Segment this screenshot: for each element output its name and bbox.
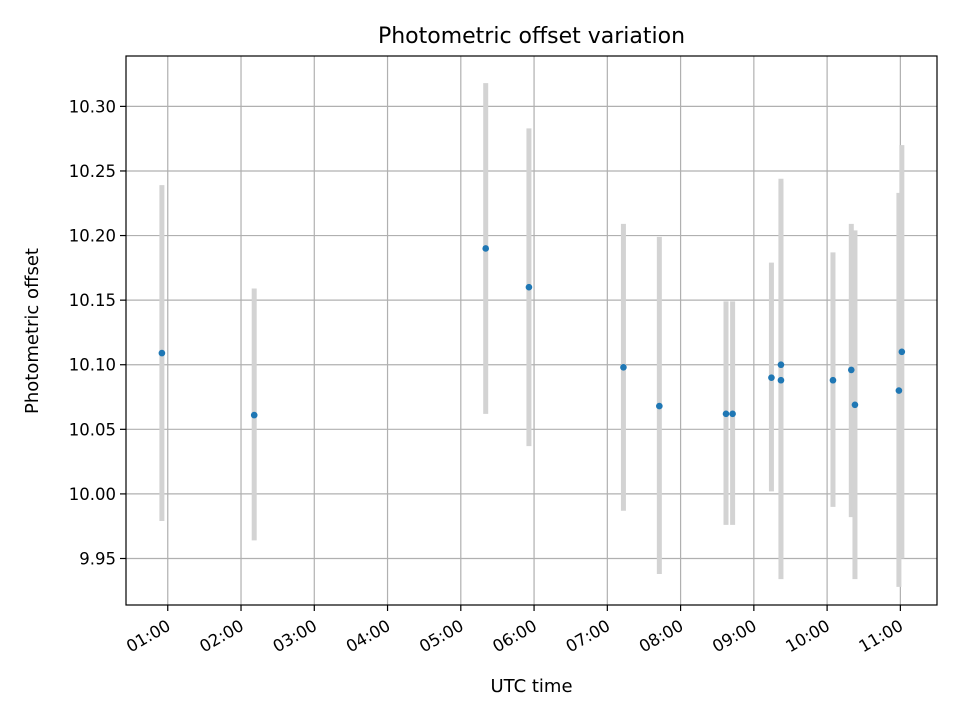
y-tick-label: 10.15 bbox=[69, 291, 116, 310]
data-point bbox=[768, 374, 775, 381]
data-point bbox=[898, 348, 906, 356]
x-axis-label: UTC time bbox=[490, 676, 572, 697]
data-point bbox=[620, 364, 627, 371]
y-tick-label: 10.00 bbox=[69, 485, 116, 504]
y-tick-label: 9.95 bbox=[79, 549, 116, 568]
y-tick-label: 10.25 bbox=[69, 162, 116, 181]
axes-frame bbox=[125, 55, 938, 606]
data-point bbox=[250, 411, 258, 419]
data-point bbox=[829, 376, 837, 384]
data-point bbox=[777, 361, 785, 369]
chart-title: Photometric offset variation bbox=[378, 24, 685, 49]
y-tick-label: 10.30 bbox=[69, 97, 116, 116]
y-tick-label: 10.05 bbox=[69, 420, 116, 439]
y-axis-label: Photometric offset bbox=[22, 248, 43, 414]
data-point bbox=[158, 349, 166, 357]
data-point bbox=[895, 387, 903, 394]
data-point bbox=[656, 402, 663, 410]
data-point bbox=[851, 401, 859, 409]
data-point bbox=[729, 410, 736, 418]
y-tick-label: 10.10 bbox=[69, 356, 116, 375]
data-point bbox=[525, 283, 533, 291]
data-point bbox=[482, 245, 490, 252]
data-point bbox=[847, 366, 855, 374]
y-axis-ticks: 9.95 10.00 10.05 10.10 10.15 10.20 10.25 10.30 bbox=[69, 97, 126, 568]
data-points bbox=[158, 245, 906, 419]
y-tick-label: 10.20 bbox=[69, 227, 116, 246]
data-point bbox=[777, 376, 785, 384]
data-point bbox=[722, 410, 730, 418]
